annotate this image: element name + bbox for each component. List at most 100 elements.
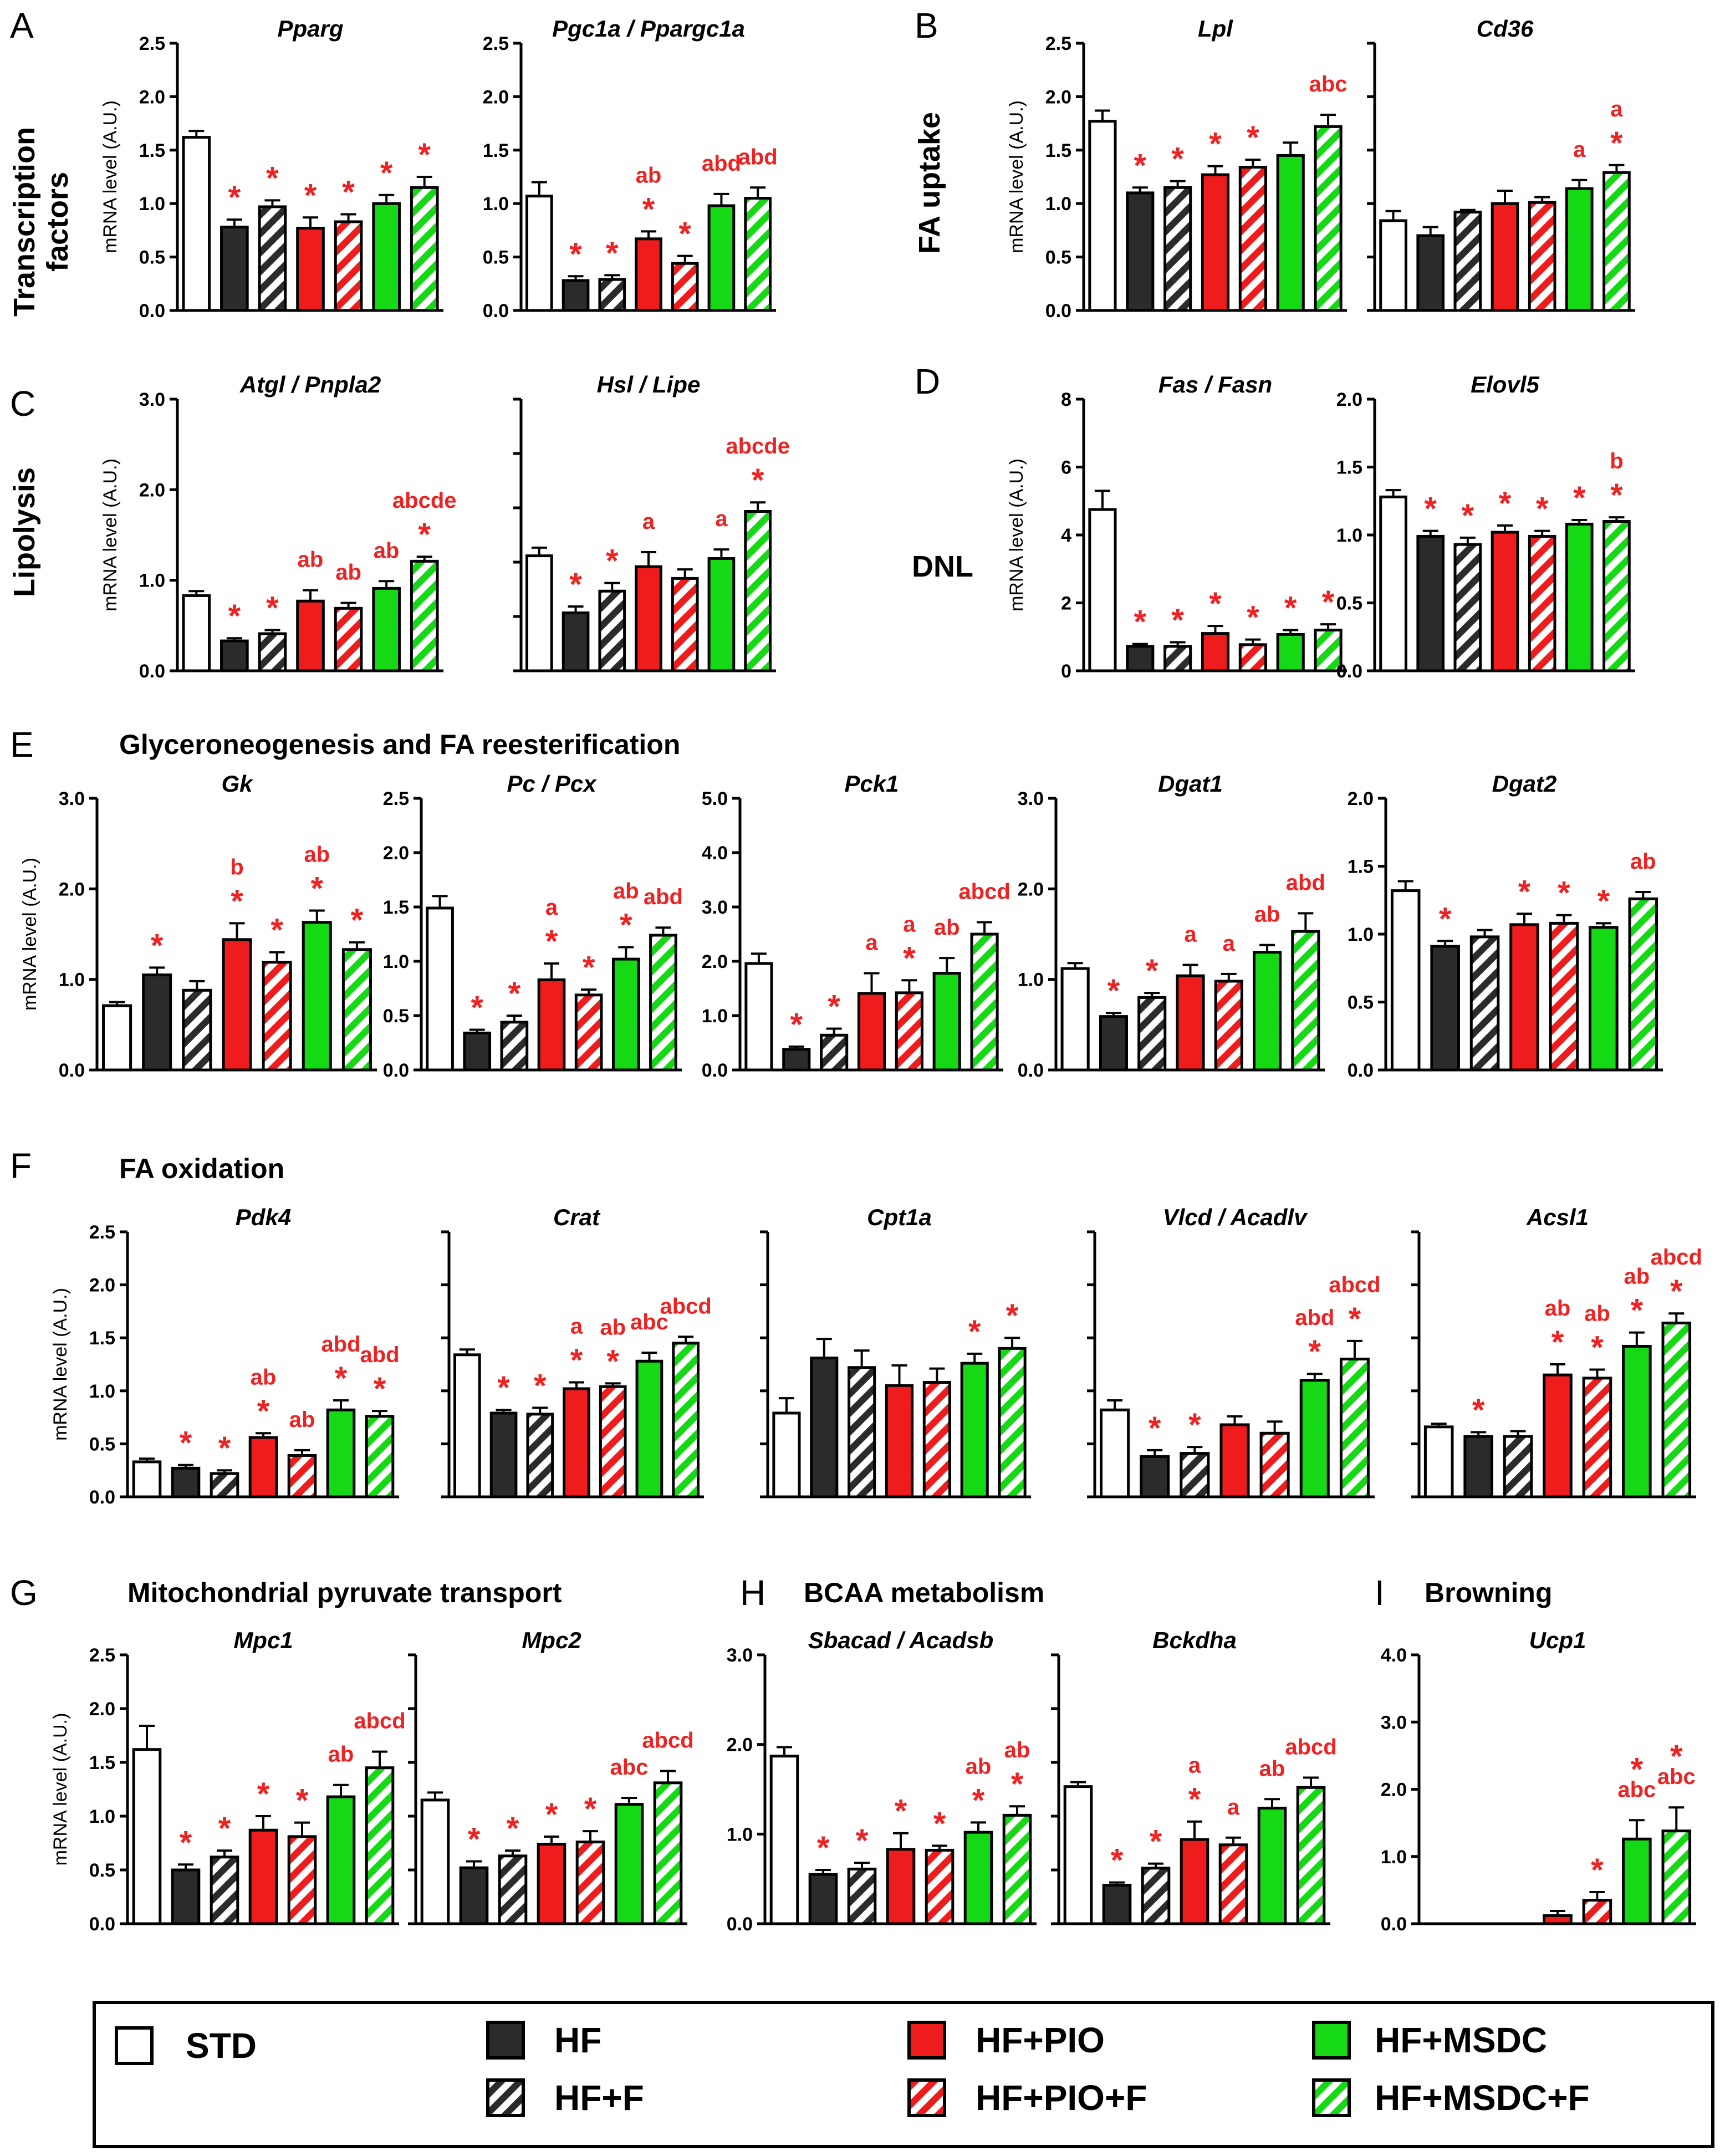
y-tick-label: 2.0: [1018, 879, 1044, 900]
y-tick-label: 1.0: [89, 1806, 115, 1827]
bar: [820, 1033, 849, 1072]
y-tick-label: 1.5: [383, 897, 409, 918]
bar: [960, 1362, 989, 1499]
bar: [886, 1848, 916, 1925]
y-tick-label: 1.0: [483, 193, 509, 215]
bar: [848, 1366, 876, 1499]
significance-label: *: [1591, 1852, 1604, 1888]
bar: [296, 227, 325, 312]
significance-label: *: [1171, 141, 1184, 177]
bar: [1453, 211, 1482, 312]
bar: [132, 1748, 162, 1925]
bar: [1602, 171, 1631, 312]
legend-frame: [93, 2001, 1714, 2148]
bar: [932, 972, 961, 1072]
y-tick-label: 0.0: [89, 1914, 115, 1935]
bar: [1291, 930, 1320, 1072]
y-tick-label: 0.5: [1045, 247, 1071, 268]
chart-title: Pparg: [277, 16, 343, 42]
significance-label: *: [471, 990, 483, 1026]
significance-label: abcd: [642, 1729, 693, 1753]
significance-label: *: [1462, 498, 1474, 534]
bar: [182, 988, 212, 1072]
y-tick-label: 2.5: [89, 1222, 115, 1243]
bar: [635, 565, 662, 672]
significance-label: *: [1439, 901, 1452, 937]
bar: [1219, 1423, 1250, 1499]
significance-label: *: [418, 517, 431, 553]
significance-label: abc: [1657, 1765, 1696, 1789]
bar: [563, 1387, 590, 1499]
bar: [1543, 1373, 1573, 1499]
panel-letter-h: H: [740, 1573, 765, 1613]
significance-label: *: [351, 903, 364, 939]
y-tick-label: 0.0: [1018, 1060, 1044, 1081]
bar: [562, 611, 590, 672]
y-tick-label: 3.0: [139, 389, 165, 410]
significance-label: abd: [1295, 1306, 1334, 1330]
significance-label: a: [715, 507, 728, 531]
significance-label: a: [570, 1314, 583, 1339]
significance-label: abcd: [1329, 1273, 1380, 1297]
bar: [1002, 1813, 1032, 1925]
significance-label: *: [1551, 1324, 1564, 1360]
bar: [1463, 1435, 1493, 1499]
bar: [671, 577, 699, 672]
significance-label: ab: [1624, 1265, 1650, 1289]
significance-label: *: [569, 567, 582, 603]
bar: [970, 932, 999, 1072]
significance-label: abcd: [1651, 1245, 1702, 1270]
significance-label: *: [508, 976, 521, 1012]
section-title-f: FA oxidation: [119, 1153, 284, 1184]
bar: [1582, 1377, 1612, 1499]
row-label-b: FA uptake: [913, 112, 946, 254]
bar: [808, 1873, 838, 1925]
y-tick-label: 0.5: [89, 1860, 115, 1881]
significance-label: *: [1134, 147, 1146, 184]
significance-label: *: [1209, 586, 1222, 622]
bar: [302, 921, 332, 1072]
bar: [653, 1781, 683, 1925]
significance-label: *: [1284, 590, 1297, 626]
significance-label: *: [1610, 125, 1623, 161]
significance-label: ab: [298, 548, 324, 572]
bar: [1257, 1806, 1287, 1925]
bar: [1140, 1455, 1170, 1499]
significance-label: *: [972, 1782, 985, 1818]
panel-letter-b: B: [915, 6, 938, 45]
panel-letter-i: I: [1375, 1573, 1385, 1613]
bar: [635, 237, 662, 312]
chart-title: Cpt1a: [867, 1204, 932, 1230]
bar: [420, 1798, 450, 1925]
bar: [574, 993, 603, 1072]
bar: [1430, 945, 1460, 1072]
significance-label: *: [903, 940, 916, 976]
significance-label: *: [1424, 491, 1437, 527]
y-tick-label: 1.0: [1018, 970, 1044, 991]
y-tick-label: 0.0: [139, 661, 165, 682]
bar: [1390, 889, 1421, 1072]
significance-label: *: [678, 216, 691, 252]
y-tick-label: 2.5: [89, 1645, 115, 1666]
y-tick-label: 1.0: [89, 1381, 115, 1402]
bar: [671, 262, 699, 312]
significance-label: a: [1573, 137, 1586, 162]
y-tick-label: 1.0: [139, 193, 165, 215]
bar: [744, 197, 772, 312]
significance-label: ab: [613, 879, 639, 904]
y-tick-label: 4.0: [702, 843, 728, 864]
significance-label: abc: [630, 1310, 668, 1334]
bar: [1163, 645, 1192, 672]
significance-label: *: [257, 1776, 270, 1812]
bar: [500, 1021, 529, 1072]
bar: [1238, 643, 1267, 672]
bar: [248, 1436, 278, 1499]
significance-label: abd: [1286, 870, 1325, 895]
significance-label: *: [374, 1371, 386, 1407]
bar: [210, 1472, 239, 1499]
y-tick-label: 0.5: [1336, 593, 1362, 614]
significance-label: *: [790, 1007, 803, 1043]
y-tick-label: 2.0: [1348, 788, 1374, 809]
y-tick-label: 1.5: [89, 1752, 115, 1773]
y-tick-label: 2.0: [1381, 1780, 1407, 1801]
